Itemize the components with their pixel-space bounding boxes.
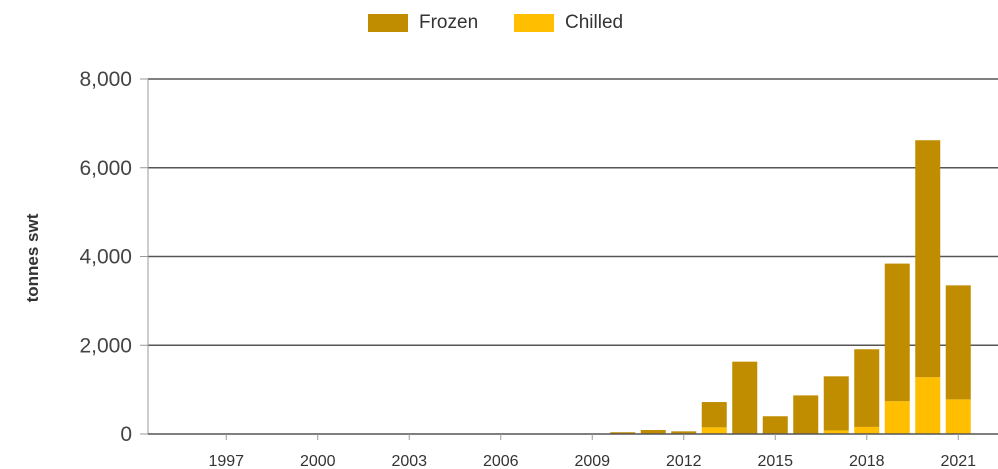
x-tick-label-2018: 2018 — [849, 453, 885, 469]
bar-frozen-2020[interactable] — [915, 140, 941, 378]
y-tick-label: 0 — [120, 423, 132, 446]
gridlines — [148, 78, 998, 346]
chart-legend: Frozen Chilled — [0, 12, 998, 36]
bar-frozen-2014[interactable] — [732, 361, 758, 434]
bar-frozen-2015[interactable] — [762, 416, 788, 434]
legend-label-frozen: Frozen — [419, 12, 479, 33]
bar-chilled-2021[interactable] — [945, 399, 971, 434]
y-tick-label: 8,000 — [79, 68, 132, 91]
x-tick-label-2012: 2012 — [666, 453, 702, 469]
x-tick-label-2000: 2000 — [300, 453, 336, 469]
x-tick-label-2003: 2003 — [391, 453, 427, 469]
bar-frozen-2013[interactable] — [701, 402, 727, 428]
y-tick-label: 2,000 — [79, 334, 132, 357]
bar-frozen-2016[interactable] — [793, 395, 819, 434]
legend-label-chilled: Chilled — [565, 12, 624, 33]
x-tick-label-1997: 1997 — [208, 453, 244, 469]
axes: 0 2,000 4,000 6,000 8,000 1997 2000 2003 2006 200… — [79, 68, 998, 469]
bar-chilled-2017[interactable] — [823, 430, 849, 434]
bar-chilled-2018[interactable] — [854, 426, 880, 434]
x-tick-label-2021: 2021 — [940, 453, 976, 469]
bar-frozen-2010[interactable] — [610, 432, 636, 434]
x-tick-label-2009: 2009 — [574, 453, 610, 469]
bar-frozen-2021[interactable] — [945, 285, 971, 400]
legend-swatch-frozen — [368, 14, 408, 32]
bar-chilled-2019[interactable] — [884, 401, 910, 434]
y-axis-label: tonnes swt — [23, 213, 42, 302]
x-tick-label-2006: 2006 — [483, 453, 519, 469]
y-tick-label: 6,000 — [79, 157, 132, 180]
bar-frozen-2011[interactable] — [640, 430, 666, 434]
bar-frozen-2012[interactable] — [671, 431, 697, 434]
bar-chilled-2013[interactable] — [701, 427, 727, 434]
bar-frozen-2018[interactable] — [854, 349, 880, 427]
legend-item-frozen[interactable]: Frozen — [368, 12, 478, 34]
bar-frozen-2019[interactable] — [884, 263, 910, 402]
bar-frozen-2017[interactable] — [823, 376, 849, 431]
legend-swatch-chilled — [514, 14, 554, 32]
y-tick-label: 4,000 — [79, 246, 132, 269]
bars — [610, 140, 971, 434]
bar-chilled-2020[interactable] — [915, 377, 941, 434]
legend-item-chilled[interactable]: Chilled — [514, 12, 623, 34]
x-tick-label-2015: 2015 — [757, 453, 793, 469]
